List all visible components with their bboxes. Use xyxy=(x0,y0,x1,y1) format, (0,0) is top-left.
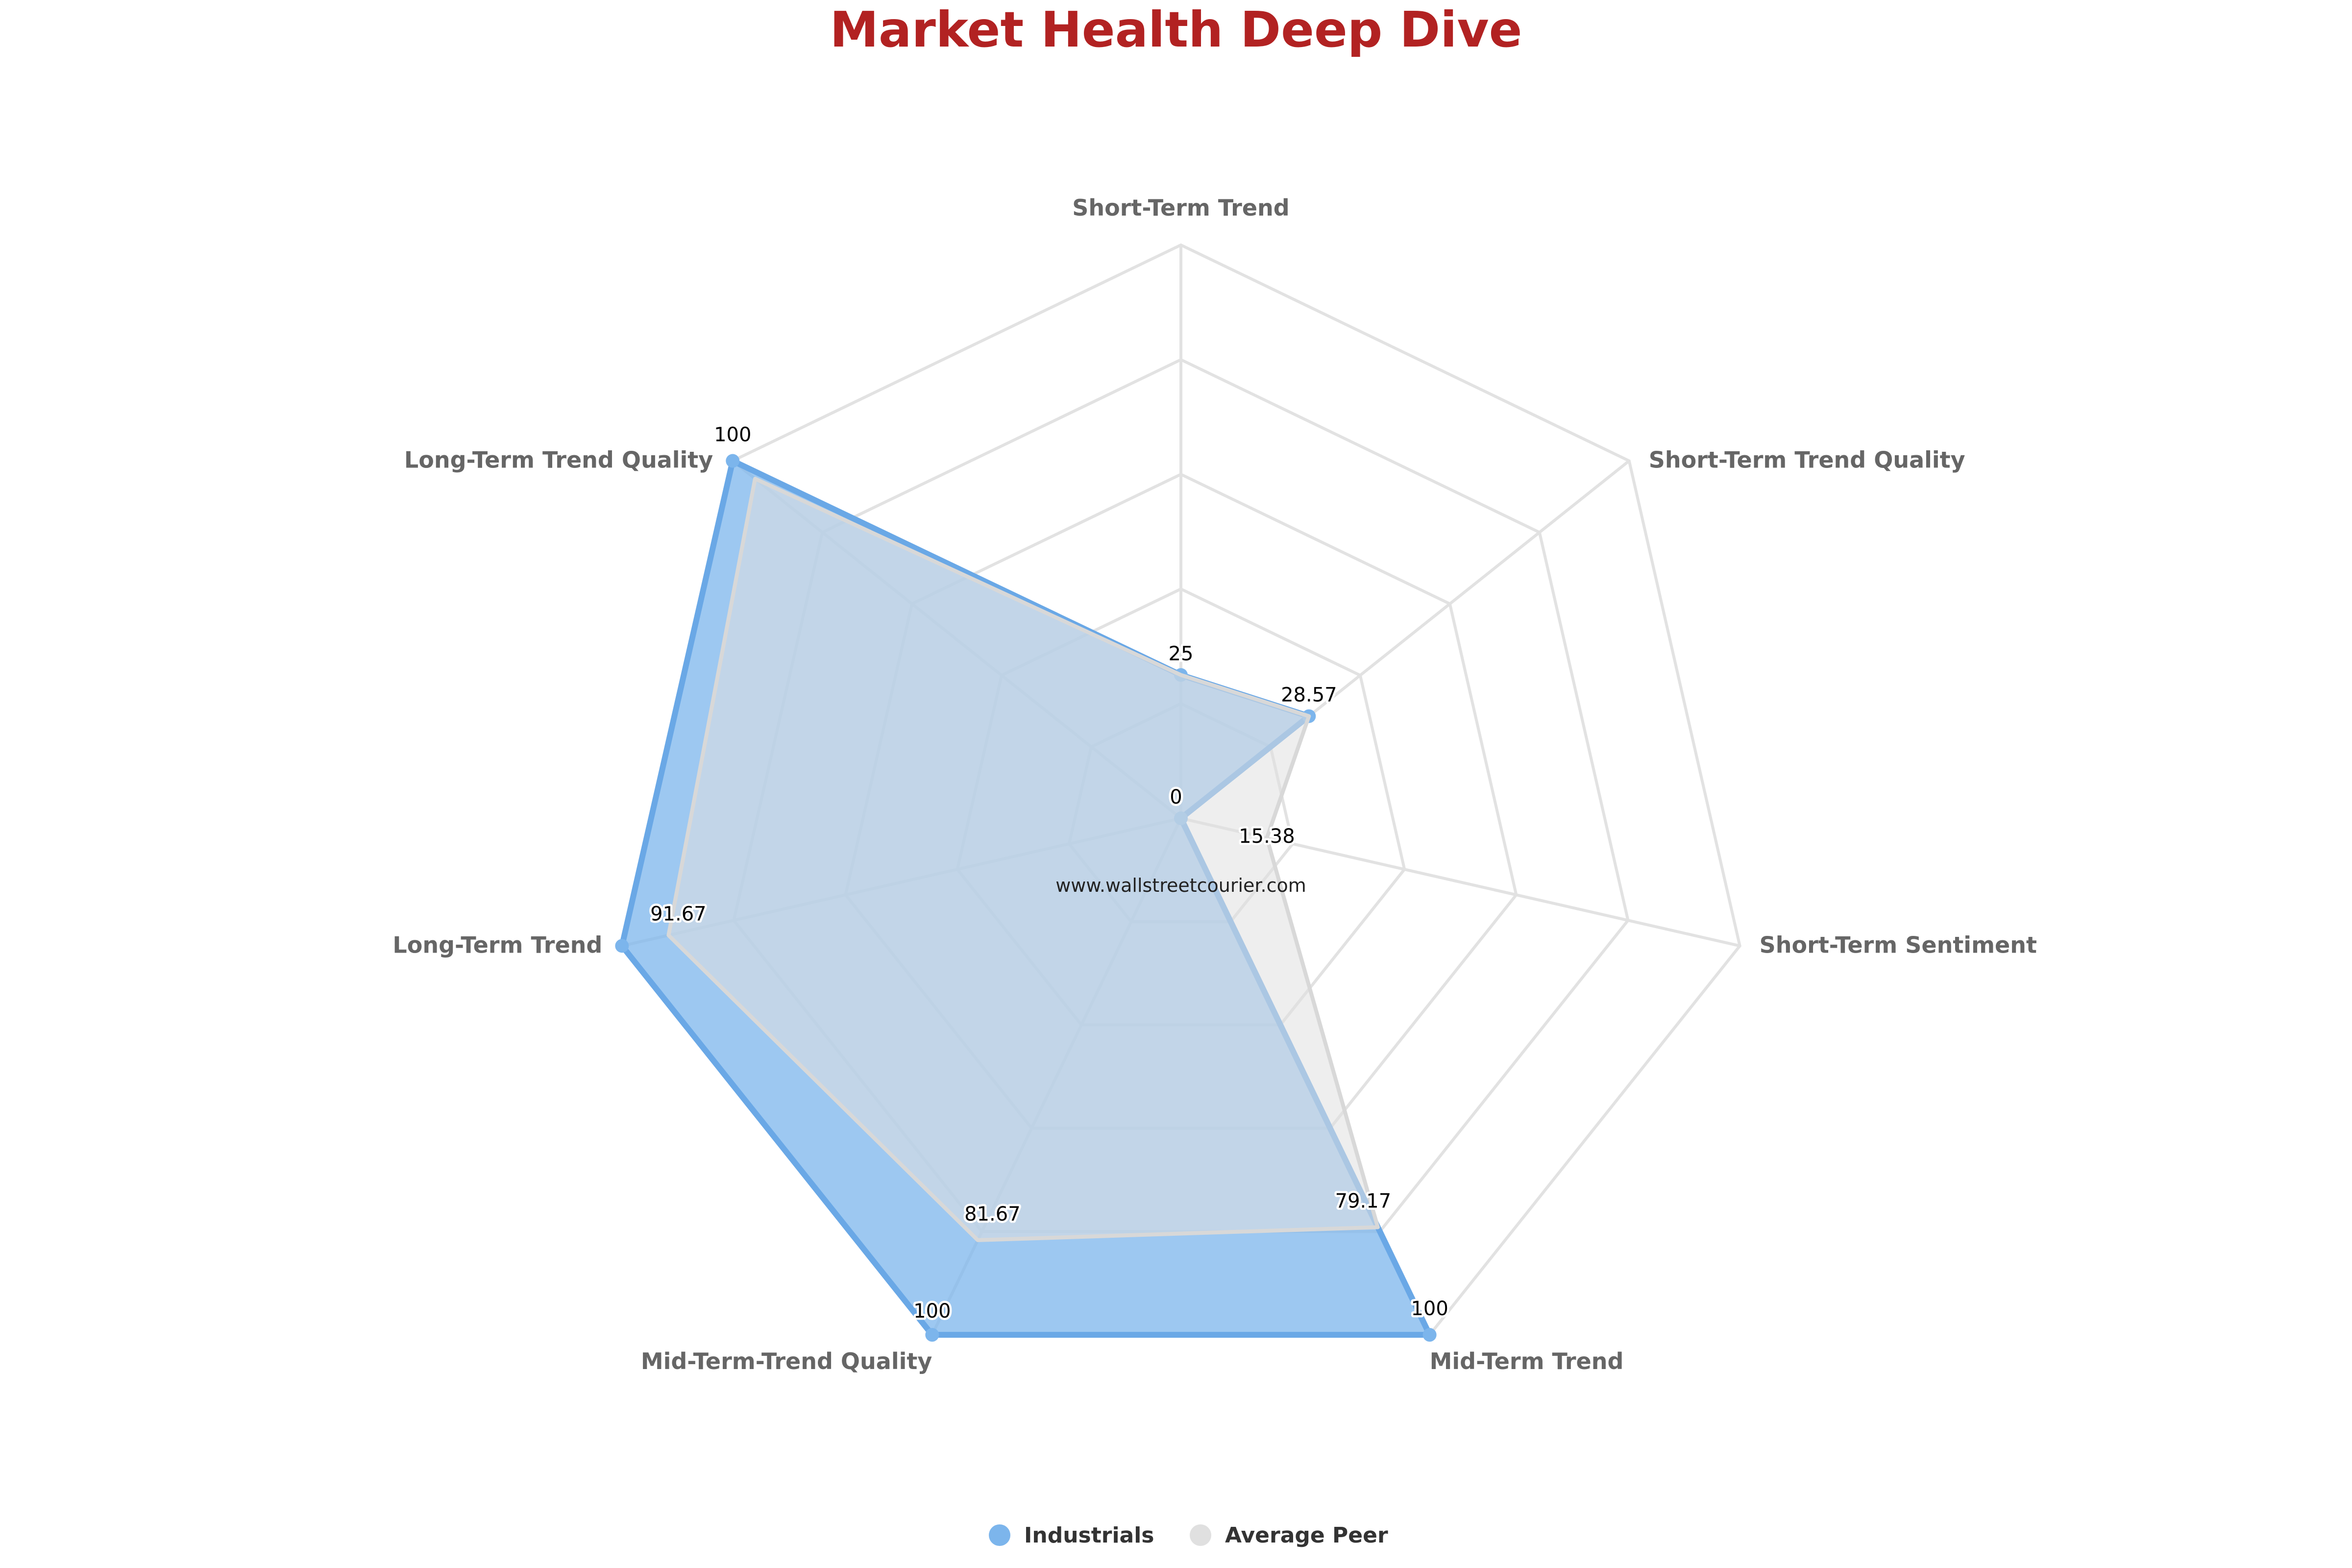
axis-label-2: Short-Term Trend Quality xyxy=(1649,447,1965,473)
data-label: 91.67 xyxy=(650,903,707,926)
data-label: 81.67 xyxy=(964,1203,1021,1225)
series-layer xyxy=(615,454,1437,1342)
legend-marker xyxy=(1190,1524,1211,1546)
legend-label: Industrials xyxy=(1024,1523,1154,1548)
legend-item-1[interactable]: Industrials xyxy=(989,1523,1154,1548)
data-label: 28.57 xyxy=(1281,684,1337,707)
series-point[interactable] xyxy=(925,1328,939,1342)
axis-labels: Short-Term Trend Short-Term Trend Quality… xyxy=(392,195,2037,1374)
axis-label-6: Long-Term Trend xyxy=(392,931,602,958)
axis-label-4: Mid-Term Trend xyxy=(1430,1348,1624,1374)
axis-label-7: Long-Term Trend Quality xyxy=(404,447,713,473)
data-label: 100 xyxy=(1411,1298,1448,1320)
series-area xyxy=(666,476,1380,1242)
series-point[interactable] xyxy=(726,454,740,468)
grid-spoke-3 xyxy=(1180,817,1740,948)
series-average-peer xyxy=(666,476,1380,1242)
axis-label-1: Short-Term Trend xyxy=(1072,195,1289,221)
legend-item-2[interactable]: Average Peer xyxy=(1190,1523,1388,1548)
series-point[interactable] xyxy=(615,939,629,953)
watermark: www.wallstreetcourier.com xyxy=(1055,875,1306,896)
data-label: 100 xyxy=(913,1300,951,1323)
axis-label-5: Mid-Term-Trend Quality xyxy=(641,1348,932,1374)
data-label: 15.38 xyxy=(1239,825,1295,848)
data-label: 25 xyxy=(1169,643,1194,665)
data-label: 0 xyxy=(1170,786,1182,808)
data-labels: 25 28.57 0 15.38 79.17 100 81.67 100 91.67 100 xyxy=(648,421,1451,1325)
chart-title: Market Health Deep Dive xyxy=(830,1,1522,58)
series-point[interactable] xyxy=(1422,1328,1437,1342)
axis-label-3: Short-Term Sentiment xyxy=(1760,931,2037,958)
legend-marker xyxy=(989,1524,1010,1546)
legend[interactable]: Industrials Average Peer xyxy=(989,1523,1388,1548)
data-label: 100 xyxy=(714,424,751,446)
legend-label: Average Peer xyxy=(1225,1523,1388,1548)
data-label: 79.17 xyxy=(1335,1190,1392,1213)
